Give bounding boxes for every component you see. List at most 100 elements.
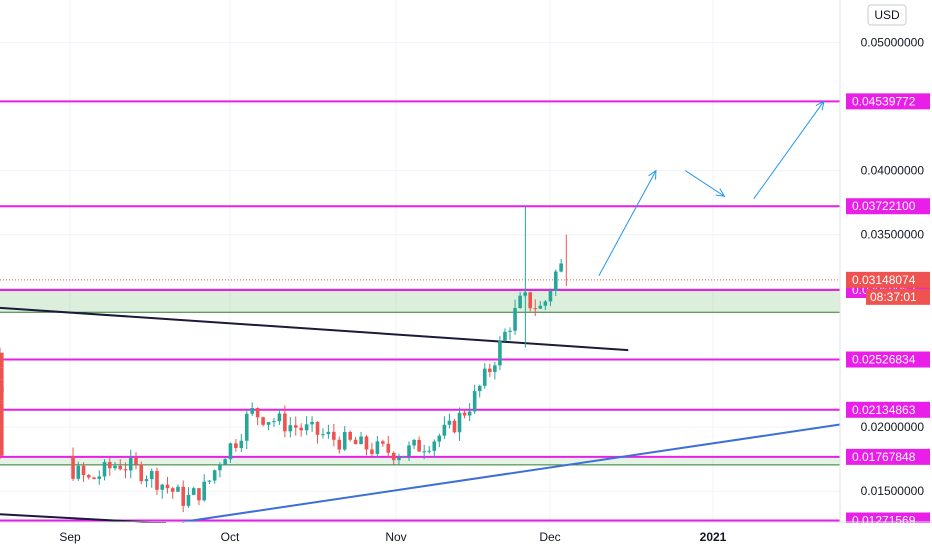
candle-body	[155, 470, 159, 490]
candle-body	[102, 462, 107, 477]
candle-body	[293, 425, 298, 428]
candles	[0, 206, 567, 513]
support-zone-fill	[0, 289, 840, 313]
candle-body	[134, 457, 138, 465]
candle-body	[304, 424, 309, 431]
candle-body	[548, 290, 553, 302]
currency-button-label: USD	[874, 8, 900, 22]
countdown-label: 08:37:01	[870, 290, 917, 304]
candle-body	[518, 295, 522, 309]
price-tag-label: 0.03148074	[852, 273, 916, 287]
projection-arrow-head	[815, 100, 825, 111]
price-tag-label: 0.02134863	[852, 403, 916, 417]
time-tick-label: Sep	[59, 530, 81, 544]
candle-body	[503, 331, 507, 341]
candle-body	[462, 412, 467, 416]
candle-body	[234, 443, 238, 448]
candle-body	[493, 365, 497, 373]
candle-body	[149, 470, 154, 480]
candle-body	[86, 475, 91, 478]
candle-body	[315, 421, 320, 435]
candle-body	[310, 421, 314, 425]
candle-body	[375, 441, 380, 454]
projection-arrow-line	[598, 170, 657, 276]
candle-body	[283, 413, 287, 432]
candle-body	[228, 443, 233, 460]
candle-body	[244, 413, 249, 441]
candle-body	[359, 436, 363, 445]
candle-body	[128, 457, 133, 471]
candle-body	[266, 422, 271, 425]
candle-body	[0, 400, 4, 402]
candle-body	[397, 457, 401, 461]
price-tick-label: 0.05000000	[861, 35, 925, 49]
candle-body	[288, 425, 293, 432]
candle-body	[553, 271, 558, 291]
candle-body	[467, 411, 472, 416]
candle-body	[533, 308, 538, 310]
candle-body	[0, 444, 4, 456]
candle-body	[123, 469, 128, 471]
candle-body	[0, 352, 4, 356]
price-tick-label: 0.03500000	[861, 228, 925, 242]
candle-body	[176, 486, 180, 492]
price-tag-level	[846, 401, 930, 418]
candle-body	[370, 449, 374, 454]
candle-body	[442, 424, 447, 436]
countdown-tag	[866, 288, 930, 305]
candle-body	[170, 488, 175, 492]
grid-lines	[0, 0, 840, 522]
projection-arrow-line	[685, 170, 725, 197]
candle-body	[528, 292, 533, 309]
support-trendline[interactable]	[181, 423, 841, 523]
price-tag-label: 0.03722100	[852, 199, 916, 213]
projection-arrow-head	[648, 169, 657, 180]
candle-body	[165, 484, 170, 489]
candle-body	[0, 419, 4, 445]
candle-body	[250, 408, 255, 414]
candle-body	[202, 481, 206, 501]
candle-body	[559, 263, 563, 272]
candle-body	[81, 465, 86, 476]
candle-body	[92, 477, 96, 479]
time-axis[interactable]: Sep Oct Nov Dec 2021	[0, 521, 932, 550]
candle-body	[498, 340, 502, 366]
candle-body	[332, 431, 336, 440]
candle-body	[255, 408, 260, 418]
candle-body	[422, 451, 426, 453]
candle-body	[417, 439, 421, 452]
resistance-trendline[interactable]	[0, 306, 629, 352]
price-tag-current	[846, 271, 930, 288]
price-tag-level	[846, 448, 930, 465]
candle-body	[381, 441, 385, 444]
price-tag-level	[846, 351, 930, 368]
price-tick-label: 0.01500000	[861, 484, 925, 498]
candle-body	[0, 387, 4, 401]
candle-body	[402, 456, 406, 458]
price-tag-label: 0.04539772	[852, 94, 916, 108]
price-tag-label: 0.02526834	[852, 353, 916, 367]
candle-body	[348, 431, 352, 440]
candle-body	[407, 445, 411, 457]
candle-body	[457, 412, 462, 433]
candle-body	[223, 459, 227, 465]
price-tag-level	[846, 198, 930, 215]
candle-body	[181, 486, 186, 506]
candle-body	[186, 494, 191, 506]
price-tag-level	[846, 93, 930, 110]
candle-body	[272, 421, 276, 423]
price-axis[interactable]: 0.05000000 0.04000000 0.03500000 0.02000000…	[839, 0, 930, 550]
candle-body	[0, 367, 4, 378]
candle-body	[447, 420, 452, 425]
candle-body	[432, 441, 437, 451]
projection-arrows	[598, 100, 825, 276]
time-axis-bg	[0, 523, 932, 550]
currency-button[interactable]: USD	[867, 4, 907, 26]
candle-body	[0, 403, 4, 410]
candle-body	[113, 465, 117, 469]
horizontal-levels	[0, 100, 840, 522]
candle-body	[472, 391, 477, 412]
candle-body	[437, 435, 442, 442]
candle-body	[118, 465, 123, 470]
